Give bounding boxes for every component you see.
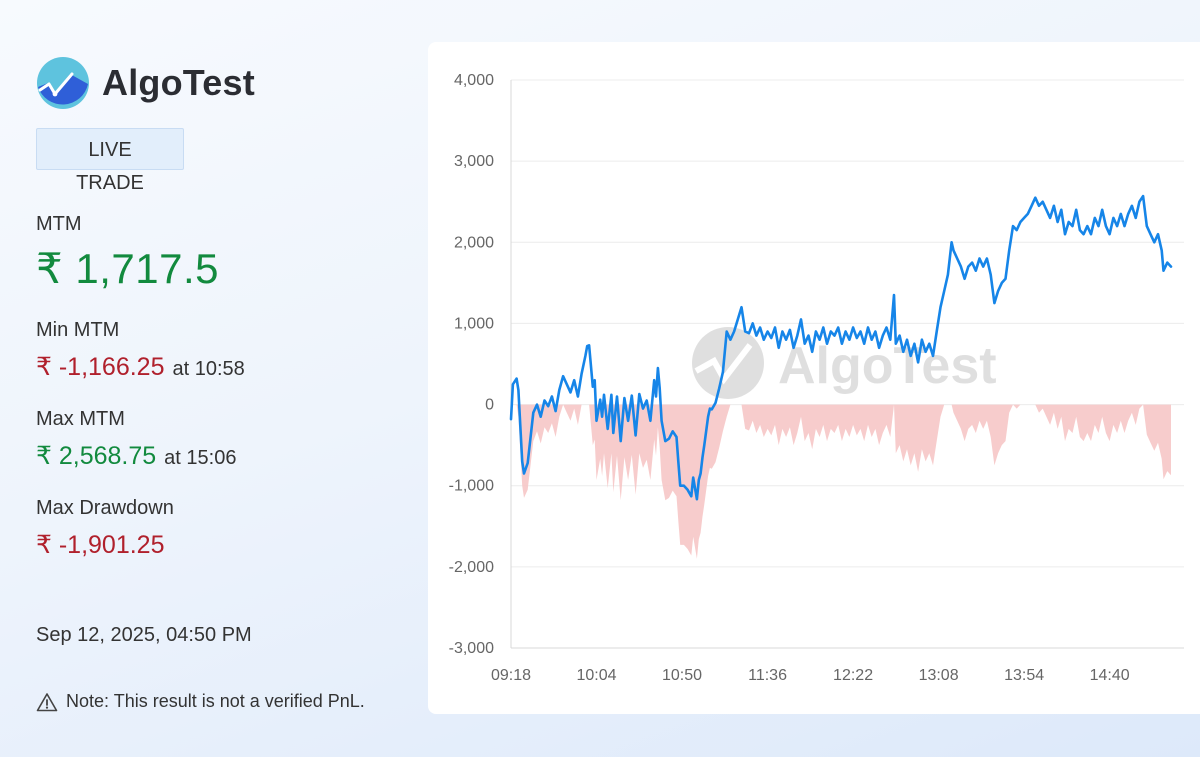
min-mtm-value: ₹ -1,166.25 — [36, 353, 165, 381]
y-tick-label: -2,000 — [449, 559, 494, 576]
drawdown-area — [511, 404, 1171, 559]
x-tick-label: 12:22 — [833, 667, 873, 684]
max-drawdown-label: Max Drawdown — [36, 497, 174, 519]
report-datetime: Sep 12, 2025, 04:50 PM — [36, 624, 252, 646]
max-mtm-block: Max MTM ₹ 2,568.75 at 15:06 — [36, 408, 396, 471]
trade-label: TRADE — [76, 172, 144, 194]
mtm-label: MTM — [36, 213, 82, 235]
note: Note: This result is not a verified PnL. — [36, 691, 365, 712]
x-tick-label: 13:54 — [1004, 667, 1044, 684]
chart-card: 4,000 3,000 2,000 1,000 0 -1,000 -2,000 -3,000 0… — [428, 42, 1200, 714]
max-mtm-row: ₹ 2,568.75 at 15:06 — [36, 441, 396, 471]
max-mtm-value: ₹ 2,568.75 — [36, 442, 157, 470]
min-mtm-label: Min MTM — [36, 319, 120, 341]
live-badge: LIVE — [36, 128, 184, 170]
y-tick-label: -3,000 — [449, 640, 494, 657]
x-tick-label: 10:50 — [662, 667, 702, 684]
min-mtm-block: Min MTM ₹ -1,166.25 at 10:58 — [36, 319, 396, 382]
y-tick-label: 4,000 — [454, 72, 494, 89]
brand-name: AlgoTest — [102, 62, 255, 103]
watermark-logo-mark — [694, 343, 753, 385]
x-tick-label: 11:36 — [748, 667, 787, 684]
mtm-line — [509, 194, 1173, 501]
algotest-logo-icon — [37, 57, 89, 109]
mtm-value: ₹ 1,717.5 — [36, 245, 220, 292]
x-tick-label: 14:40 — [1090, 667, 1130, 684]
max-drawdown-block: Max Drawdown ₹ -1,901.25 — [36, 497, 396, 560]
x-tick-label: 09:18 — [491, 667, 531, 684]
summary-panel: AlgoTest LIVE TRADE MTM ₹ 1,717.5 Min MT… — [36, 56, 396, 560]
watermark-logo-icon — [692, 327, 764, 399]
y-tick-label: 0 — [485, 397, 494, 414]
y-tick-label: 3,000 — [454, 153, 494, 170]
min-mtm-row: ₹ -1,166.25 at 10:58 — [36, 352, 396, 382]
y-tick-label: 2,000 — [454, 234, 494, 251]
max-drawdown-value: ₹ -1,901.25 — [36, 531, 165, 559]
min-mtm-time: at 10:58 — [172, 358, 245, 380]
x-tick-label: 10:04 — [576, 667, 616, 684]
note-text: Note: This result is not a verified PnL. — [66, 691, 365, 711]
max-mtm-time: at 15:06 — [164, 447, 237, 469]
x-tick-label: 13:08 — [919, 667, 959, 684]
max-mtm-label: Max MTM — [36, 408, 125, 430]
y-tick-label: 1,000 — [454, 315, 494, 332]
warning-icon — [36, 692, 58, 711]
brand[interactable]: AlgoTest — [36, 56, 396, 110]
y-tick-label: -1,000 — [449, 478, 494, 495]
mtm-chart[interactable]: 4,000 3,000 2,000 1,000 0 -1,000 -2,000 -3,000 0… — [428, 42, 1200, 714]
